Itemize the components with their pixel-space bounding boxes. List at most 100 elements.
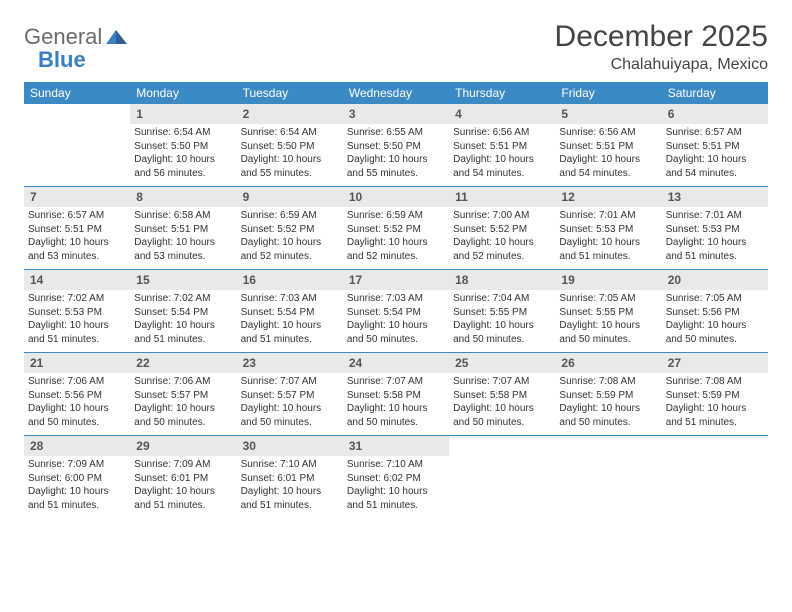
day-number: 24 [343, 353, 449, 373]
sunrise-line: Sunrise: 7:09 AM [28, 458, 126, 472]
sunset-line: Sunset: 5:55 PM [559, 306, 657, 320]
daylight-line: Daylight: 10 hours and 56 minutes. [134, 153, 232, 180]
sunrise-line: Sunrise: 7:03 AM [347, 292, 445, 306]
sunrise-line: Sunrise: 6:55 AM [347, 126, 445, 140]
location: Chalahuiyapa, Mexico [555, 56, 768, 74]
sunrise-line: Sunrise: 7:07 AM [453, 375, 551, 389]
day-number: 17 [343, 270, 449, 290]
day-cell: 20Sunrise: 7:05 AMSunset: 5:56 PMDayligh… [662, 270, 768, 352]
sunrise-line: Sunrise: 7:05 AM [666, 292, 764, 306]
sunset-line: Sunset: 5:53 PM [666, 223, 764, 237]
sunset-line: Sunset: 5:58 PM [347, 389, 445, 403]
sunset-line: Sunset: 5:59 PM [666, 389, 764, 403]
brand-logo: General [24, 20, 130, 50]
sunset-line: Sunset: 5:52 PM [453, 223, 551, 237]
daylight-line: Daylight: 10 hours and 51 minutes. [666, 402, 764, 429]
daylight-line: Daylight: 10 hours and 50 minutes. [347, 402, 445, 429]
daylight-line: Daylight: 10 hours and 51 minutes. [559, 236, 657, 263]
daylight-line: Daylight: 10 hours and 51 minutes. [134, 319, 232, 346]
sunset-line: Sunset: 5:53 PM [28, 306, 126, 320]
day-number: 9 [237, 187, 343, 207]
day-number: 6 [662, 104, 768, 124]
sunset-line: Sunset: 6:01 PM [134, 472, 232, 486]
daylight-line: Daylight: 10 hours and 50 minutes. [241, 402, 339, 429]
day-number: 11 [449, 187, 555, 207]
sunset-line: Sunset: 5:54 PM [134, 306, 232, 320]
sunrise-line: Sunrise: 7:07 AM [347, 375, 445, 389]
sunset-line: Sunset: 5:53 PM [559, 223, 657, 237]
sunrise-line: Sunrise: 6:59 AM [241, 209, 339, 223]
sunset-line: Sunset: 5:56 PM [28, 389, 126, 403]
header: General December 2025 Chalahuiyapa, Mexi… [24, 20, 768, 74]
day-number: 1 [130, 104, 236, 124]
day-cell [24, 104, 130, 186]
weekday-fri: Friday [555, 82, 661, 104]
brand-part2: Blue [38, 47, 86, 72]
sunrise-line: Sunrise: 7:02 AM [134, 292, 232, 306]
sunrise-line: Sunrise: 7:05 AM [559, 292, 657, 306]
sunrise-line: Sunrise: 7:01 AM [559, 209, 657, 223]
sunset-line: Sunset: 5:51 PM [666, 140, 764, 154]
day-cell: 17Sunrise: 7:03 AMSunset: 5:54 PMDayligh… [343, 270, 449, 352]
daylight-line: Daylight: 10 hours and 50 minutes. [559, 319, 657, 346]
sunset-line: Sunset: 5:50 PM [347, 140, 445, 154]
sunrise-line: Sunrise: 6:58 AM [134, 209, 232, 223]
day-cell: 18Sunrise: 7:04 AMSunset: 5:55 PMDayligh… [449, 270, 555, 352]
weekday-mon: Monday [130, 82, 236, 104]
day-number: 25 [449, 353, 555, 373]
sunset-line: Sunset: 5:51 PM [453, 140, 551, 154]
sunset-line: Sunset: 5:58 PM [453, 389, 551, 403]
day-number: 20 [662, 270, 768, 290]
day-number: 31 [343, 436, 449, 456]
daylight-line: Daylight: 10 hours and 51 minutes. [666, 236, 764, 263]
day-cell: 26Sunrise: 7:08 AMSunset: 5:59 PMDayligh… [555, 353, 661, 435]
daylight-line: Daylight: 10 hours and 50 minutes. [134, 402, 232, 429]
sunrise-line: Sunrise: 6:54 AM [134, 126, 232, 140]
week-row: 14Sunrise: 7:02 AMSunset: 5:53 PMDayligh… [24, 270, 768, 353]
day-cell: 27Sunrise: 7:08 AMSunset: 5:59 PMDayligh… [662, 353, 768, 435]
week-row: 1 Sunrise: 6:54 AM Sunset: 5:50 PM Daylight… [24, 104, 768, 187]
day-number: 28 [24, 436, 130, 456]
daylight-line: Daylight: 10 hours and 53 minutes. [28, 236, 126, 263]
sunrise-line: Sunrise: 6:59 AM [347, 209, 445, 223]
daylight-line: Daylight: 10 hours and 50 minutes. [559, 402, 657, 429]
sunset-line: Sunset: 5:54 PM [347, 306, 445, 320]
day-number: 8 [130, 187, 236, 207]
day-number: 12 [555, 187, 661, 207]
sunrise-line: Sunrise: 7:06 AM [134, 375, 232, 389]
day-cell: 22Sunrise: 7:06 AMSunset: 5:57 PMDayligh… [130, 353, 236, 435]
sunrise-line: Sunrise: 6:54 AM [241, 126, 339, 140]
title-block: December 2025 Chalahuiyapa, Mexico [555, 20, 768, 74]
day-cell: 10Sunrise: 6:59 AMSunset: 5:52 PMDayligh… [343, 187, 449, 269]
daylight-line: Daylight: 10 hours and 52 minutes. [453, 236, 551, 263]
day-cell: 8Sunrise: 6:58 AMSunset: 5:51 PMDaylight… [130, 187, 236, 269]
sunrise-line: Sunrise: 7:07 AM [241, 375, 339, 389]
sunset-line: Sunset: 5:57 PM [241, 389, 339, 403]
day-cell: 11 Sunrise: 7:00 AMSunset: 5:52 PMDayligh… [449, 187, 555, 269]
sunrise-line: Sunrise: 7:08 AM [666, 375, 764, 389]
day-number: 30 [237, 436, 343, 456]
weeks-container: 1 Sunrise: 6:54 AM Sunset: 5:50 PM Daylight… [24, 104, 768, 518]
day-cell: 23Sunrise: 7:07 AMSunset: 5:57 PMDayligh… [237, 353, 343, 435]
day-number: 5 [555, 104, 661, 124]
day-number: 15 [130, 270, 236, 290]
daylight-line: Daylight: 10 hours and 51 minutes. [134, 485, 232, 512]
daylight-line: Daylight: 10 hours and 52 minutes. [347, 236, 445, 263]
sunrise-line: Sunrise: 7:00 AM [453, 209, 551, 223]
sunset-line: Sunset: 6:02 PM [347, 472, 445, 486]
sunset-line: Sunset: 6:00 PM [28, 472, 126, 486]
weekday-header: Sunday Monday Tuesday Wednesday Thursday… [24, 82, 768, 104]
day-cell: 29Sunrise: 7:09 AMSunset: 6:01 PMDayligh… [130, 436, 236, 518]
day-cell: 3Sunrise: 6:55 AMSunset: 5:50 PMDaylight… [343, 104, 449, 186]
sunset-line: Sunset: 5:51 PM [559, 140, 657, 154]
day-cell: 21Sunrise: 7:06 AMSunset: 5:56 PMDayligh… [24, 353, 130, 435]
week-row: 7Sunrise: 6:57 AMSunset: 5:51 PMDaylight… [24, 187, 768, 270]
weekday-tue: Tuesday [237, 82, 343, 104]
week-row: 28 Sunrise: 7:09 AMSunset: 6:00 PM Dayligh… [24, 436, 768, 518]
daylight-line: Daylight: 10 hours and 54 minutes. [666, 153, 764, 180]
sunset-line: Sunset: 5:59 PM [559, 389, 657, 403]
daylight-line: Daylight: 10 hours and 54 minutes. [559, 153, 657, 180]
day-number: 16 [237, 270, 343, 290]
day-number: 2 [237, 104, 343, 124]
day-number: 3 [343, 104, 449, 124]
